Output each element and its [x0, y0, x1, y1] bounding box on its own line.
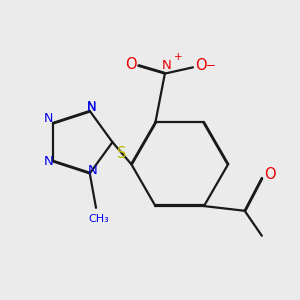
Text: N: N	[87, 100, 96, 113]
Text: CH₃: CH₃	[89, 214, 110, 224]
Text: +: +	[174, 52, 182, 62]
Text: N: N	[88, 164, 98, 177]
Text: N: N	[162, 59, 171, 72]
Text: O: O	[124, 57, 136, 72]
Text: S: S	[117, 146, 127, 160]
Text: O: O	[195, 58, 207, 73]
Text: N: N	[44, 155, 53, 168]
Text: N: N	[44, 112, 53, 125]
Text: O: O	[264, 167, 275, 182]
Text: −: −	[206, 59, 216, 72]
Text: N: N	[86, 101, 96, 114]
